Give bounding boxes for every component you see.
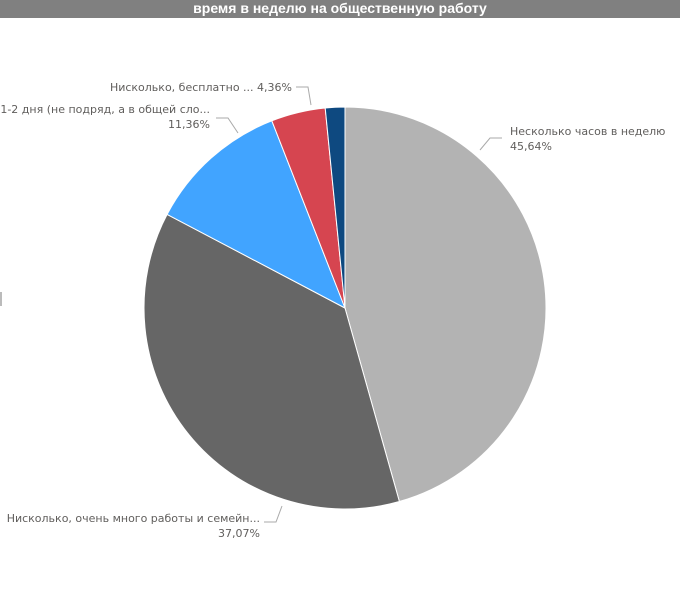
resize-handle[interactable] — [0, 292, 2, 306]
pie-slice-0[interactable] — [344, 106, 547, 503]
slice-label-0: Несколько часов в неделю 45,64% — [510, 124, 665, 154]
leader-line-2 — [216, 117, 239, 134]
slice-value: 37,07% — [218, 527, 260, 540]
pie-slice-4[interactable] — [324, 106, 346, 309]
slice-value: 11,36% — [168, 118, 210, 131]
pie-slice-1[interactable] — [143, 213, 400, 510]
slice-name: Нисколько, очень много работы и семейн..… — [6, 512, 260, 525]
slice-name: 1-2 дня (не подряд, а в общей сло... — [0, 103, 210, 116]
slice-label-1: Нисколько, очень много работы и семейн..… — [7, 511, 260, 541]
leader-line-3 — [296, 86, 312, 106]
pie-slice-2[interactable] — [166, 120, 346, 310]
slice-label-2: 1-2 дня (не подряд, а в общей сло... 11,… — [0, 102, 210, 132]
leader-line-1 — [264, 505, 283, 523]
slice-label-3: Нисколько, бесплатно ... 4,36% — [110, 80, 292, 95]
slice-value: 4,36% — [257, 81, 292, 94]
slice-name: Несколько часов в неделю — [510, 125, 666, 138]
leader-line-0 — [479, 137, 502, 151]
chart-title: время в неделю на общественную работу — [0, 0, 680, 18]
slice-value: 45,64% — [510, 140, 552, 153]
slice-name: Нисколько, бесплатно ... — [109, 81, 254, 94]
